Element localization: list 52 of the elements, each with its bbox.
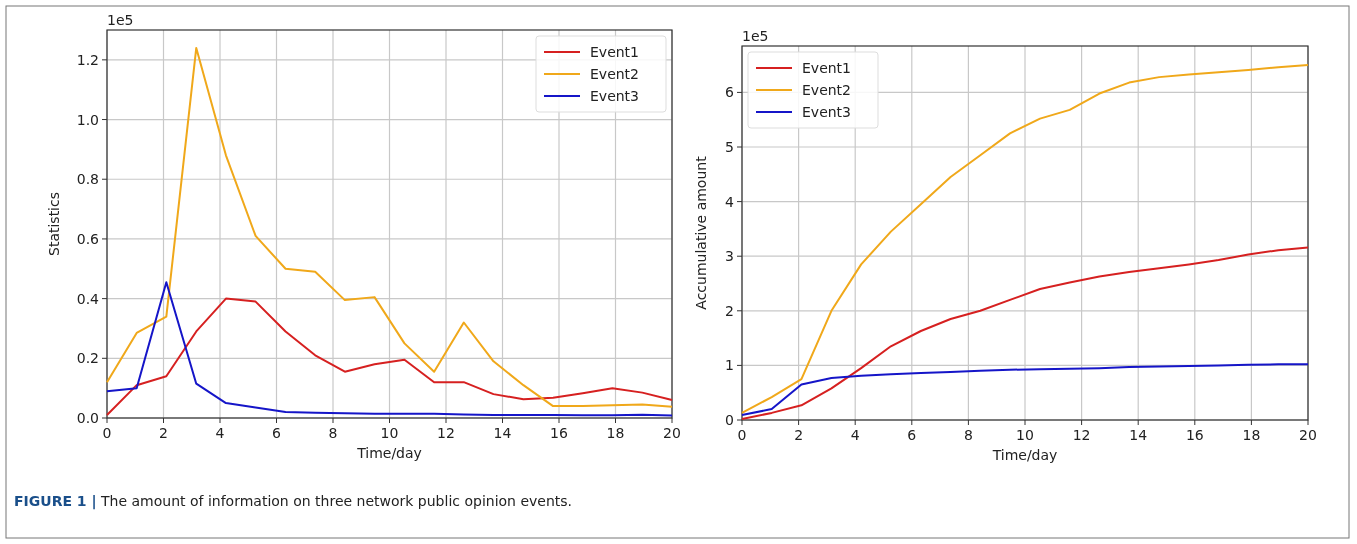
y-axis-title: Statistics	[46, 192, 62, 256]
y-tick-label: 1.0	[76, 111, 99, 128]
y-axis-title: Accumulative amount	[693, 155, 709, 310]
x-tick-label: 18	[1242, 427, 1261, 443]
line-series	[741, 64, 1309, 414]
legend-label: Event2	[802, 82, 852, 98]
x-tick-label: 20	[1299, 427, 1317, 443]
y-tick-label: 4	[725, 193, 735, 210]
legend-label: Event3	[802, 104, 852, 120]
y-tick-label: 3	[725, 248, 734, 265]
x-tick-label: 6	[907, 427, 917, 443]
x-tick-label: 0	[102, 425, 112, 441]
y-tick-label: 0.2	[76, 350, 99, 367]
x-tick-label: 8	[328, 425, 338, 441]
x-tick-label: 2	[794, 427, 804, 443]
x-tick-label: 16	[550, 425, 568, 441]
y-tick-label: 2	[725, 302, 734, 319]
x-tick-label: 10	[1016, 427, 1034, 443]
y-tick-label: 0.8	[76, 171, 99, 188]
x-tick-label: 18	[606, 425, 625, 441]
text: 1e5	[742, 28, 769, 44]
x-tick-label: 6	[272, 425, 282, 441]
x-tick-label: 12	[1072, 427, 1091, 443]
caption: FIGURE 1 | The amount of information on three network public opinion events.	[14, 493, 573, 510]
line-series	[106, 46, 673, 408]
y-tick-label: 6	[725, 84, 735, 101]
y-tick-label: 0	[725, 412, 734, 428]
x-tick-label: 16	[1185, 427, 1204, 443]
text: 1e5	[107, 12, 134, 28]
x-tick-label: 20	[663, 425, 681, 441]
x-axis-title: Time/day	[991, 447, 1058, 463]
x-tick-label: 4	[850, 427, 860, 443]
y-tick-label: 0.6	[76, 230, 100, 247]
x-tick-label: 4	[215, 425, 225, 441]
x-tick-label: 2	[159, 425, 168, 441]
x-axis-title: Time/day	[356, 445, 422, 461]
x-tick-label: 0	[737, 427, 747, 443]
legend-label: Event3	[590, 88, 640, 104]
legend-label: Event1	[590, 44, 640, 60]
y-tick-label: 0.4	[76, 290, 100, 307]
x-tick-label: 14	[1129, 427, 1148, 443]
x-tick-label: 14	[493, 425, 512, 441]
y-tick-label: 1	[725, 357, 734, 374]
legend-label: Event2	[590, 66, 640, 82]
legend-label: Event1	[802, 60, 852, 76]
y-tick-label: 5	[725, 139, 734, 156]
line-series	[741, 363, 1309, 417]
y-tick-label: 1.2	[76, 51, 99, 68]
y-tick-label: 0.0	[76, 410, 99, 426]
x-tick-label: 10	[380, 425, 399, 441]
x-tick-label: 12	[437, 425, 455, 441]
x-tick-label: 8	[963, 427, 973, 443]
